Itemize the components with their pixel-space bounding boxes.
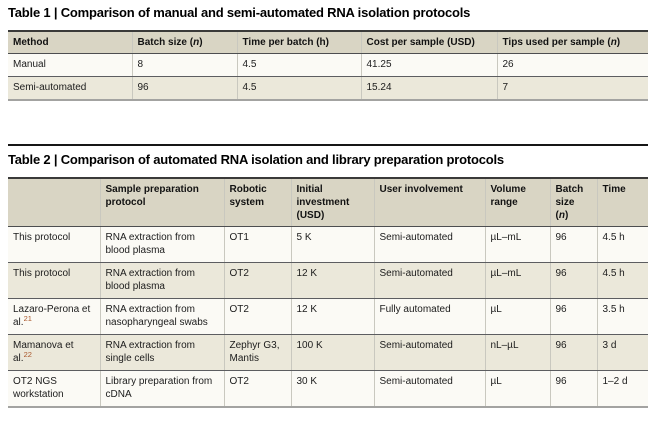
table1-title: Table 1 | Comparison of manual and semi-… [8,5,471,20]
table-cell: Semi-automated [373,370,485,408]
table-cell: 5 K [290,226,374,263]
table-cell: Semi-automated [373,226,485,263]
column-header-volume-range: Volume range [484,177,550,227]
column-header-method: Method [8,30,132,54]
table-cell: 1–2 d [596,370,648,408]
table-header-row: Sample preparation protocol Robotic syst… [8,177,648,227]
table-cell: 3 d [596,334,648,371]
table-cell: RNA extraction from nasopharyngeal swabs [99,298,224,335]
table-cell: Fully automated [373,298,485,335]
table-cell: 100 K [290,334,374,371]
table-cell: 26 [496,53,648,77]
table-cell: µL–mL [484,226,550,263]
page: Table 1 | Comparison of manual and semi-… [8,5,648,408]
table-cell: 96 [549,334,597,371]
citation-ref[interactable]: 22 [23,350,32,359]
table-cell: OT2 [223,370,291,408]
table1-header: Method Batch size (n) Time per batch (h)… [8,30,648,54]
table2-section: Table 2 | Comparison of automated RNA is… [8,144,648,408]
table-row-ot2-ngs-workstation: OT2 NGS workstation Library preparation … [8,370,648,408]
table-cell: 96 [549,298,597,335]
table-cell: RNA extraction from blood plasma [99,226,224,263]
table-header-row: Method Batch size (n) Time per batch (h)… [8,30,648,54]
table-cell: OT1 [223,226,291,263]
column-header-robotic-system: Robotic system [223,177,291,227]
column-header-initial-investment: Initial investment (USD) [290,177,374,227]
column-header-time: Time [596,177,648,227]
citation-ref[interactable]: 21 [23,314,32,323]
table-cell: 8 [131,53,237,77]
table-cell: 41.25 [360,53,497,77]
column-header-cost-per-sample: Cost per sample (USD) [360,30,497,54]
table1-body: Manual 8 4.5 41.25 26 Semi-automated 96 … [8,53,648,101]
table-cell: Manual [8,53,132,77]
row-label: This protocol [8,262,100,299]
column-header-batch-size: Batch size (n) [549,177,597,227]
table2: Sample preparation protocol Robotic syst… [8,177,648,408]
table-cell: nL–µL [484,334,550,371]
table2-header: Sample preparation protocol Robotic syst… [8,177,648,227]
table-cell: 96 [549,370,597,408]
table-cell: 30 K [290,370,374,408]
column-header-tips-per-sample: Tips used per sample (n) [496,30,648,54]
table-cell: Zephyr G3, Mantis [223,334,291,371]
table-cell: 4.5 h [596,226,648,263]
italic-variable: n [558,210,565,221]
table-row-this-protocol-ot2: This protocol RNA extraction from blood … [8,262,648,299]
column-header-sample-preparation-protocol: Sample preparation protocol [99,177,224,227]
row-label: This protocol [8,226,100,263]
table-cell: 96 [131,76,237,101]
table2-title: Table 2 | Comparison of automated RNA is… [8,152,504,167]
table-cell: 7 [496,76,648,101]
table-cell: 4.5 [236,76,361,101]
table-row-this-protocol-ot1: This protocol RNA extraction from blood … [8,226,648,263]
table-cell: 96 [549,226,597,263]
table-cell: 4.5 [236,53,361,77]
row-label: OT2 NGS workstation [8,370,100,408]
table1: Method Batch size (n) Time per batch (h)… [8,30,648,101]
table-cell: Semi-automated [373,262,485,299]
table-cell: 12 K [290,298,374,335]
table2-body: This protocol RNA extraction from blood … [8,226,648,408]
row-label: Mamanova et al.22 [8,334,100,371]
column-header-user-involvement: User involvement [373,177,485,227]
italic-variable: n [193,37,200,48]
table-cell: Semi-automated [8,76,132,101]
column-header-batch-size: Batch size (n) [131,30,237,54]
row-label: Lazaro-Perona et al.21 [8,298,100,335]
table-row-semi-automated: Semi-automated 96 4.5 15.24 7 [8,76,648,101]
table-cell: 3.5 h [596,298,648,335]
table-cell: OT2 [223,298,291,335]
table-cell: Semi-automated [373,334,485,371]
table-cell: µL [484,370,550,408]
table-cell: 4.5 h [596,262,648,299]
table-cell: 12 K [290,262,374,299]
table-cell: 96 [549,262,597,299]
table-row-mamanova: Mamanova et al.22 RNA extraction from si… [8,334,648,371]
table-cell: µL–mL [484,262,550,299]
table1-section: Table 1 | Comparison of manual and semi-… [8,5,648,101]
table-row-lazaro-perona: Lazaro-Perona et al.21 RNA extraction fr… [8,298,648,335]
table-cell: RNA extraction from single cells [99,334,224,371]
table-cell: µL [484,298,550,335]
table-row-manual: Manual 8 4.5 41.25 26 [8,53,648,77]
column-header-time-per-batch: Time per batch (h) [236,30,361,54]
table-cell: OT2 [223,262,291,299]
table-cell: 15.24 [360,76,497,101]
column-header-empty [8,177,100,227]
table-cell: RNA extraction from blood plasma [99,262,224,299]
table-cell: Library preparation from cDNA [99,370,224,408]
italic-variable: n [610,37,617,48]
